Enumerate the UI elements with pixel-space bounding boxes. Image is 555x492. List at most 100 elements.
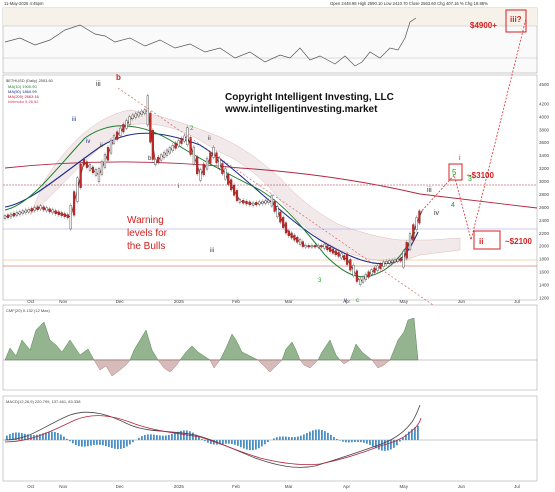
time-tick-label: Nov [59,484,68,489]
candle [97,168,101,182]
macd-histogram-bar [204,440,206,442]
candle [66,214,69,218]
macd-histogram-bar [123,440,125,448]
candle [57,211,60,216]
cmf-positive-area [4,317,419,361]
macd-histogram-bar [405,434,407,440]
price-tick-label: 3800 [539,127,550,132]
price-tick-label: 1800 [539,257,550,262]
target-box-3100 [448,163,463,181]
macd-histogram-bar [288,436,290,440]
macd-histogram-bar [297,436,299,440]
time-tick-label: May [399,484,408,489]
candle [415,217,418,230]
candle [284,222,288,234]
macd-histogram-bar [45,432,47,440]
macd-histogram-bar [291,437,293,440]
candle [382,261,385,267]
candle [255,202,258,206]
candle [317,245,320,248]
candle [205,158,209,170]
candle [119,127,122,136]
time-tick-label: Jul [514,484,520,489]
macd-histogram-bar [174,432,176,440]
candle [412,224,415,241]
header-quote: Open 2448.98 High 2590.10 Low 2410.70 Cl… [330,1,488,6]
price-tick-label: 2400 [539,218,550,223]
candle [323,243,326,249]
candle [367,271,370,278]
candle [304,245,307,248]
candle [72,191,76,216]
macd-histogram-bar [21,433,23,440]
macd-histogram-bar [18,432,20,440]
candle [30,208,33,212]
candle [85,161,89,168]
macd-histogram-bar [171,433,173,440]
macd-histogram-bar [384,440,386,451]
macd-histogram-bar [192,432,194,440]
candle [215,152,218,164]
wave-b-red: b [116,73,121,82]
macd-signal-line [4,415,422,466]
header-date: 11-May-2025 4:45pm [4,1,44,6]
macd-histogram-bar [231,440,233,445]
macd-histogram-bar [111,440,113,449]
time-tick-label: Oct [27,484,35,489]
macd-histogram-bar [273,438,275,440]
wave-v: v [344,298,347,304]
price-tick-label: 2200 [539,231,550,236]
macd-histogram-bar [318,429,320,440]
macd-histogram-bar [84,440,86,447]
price-tick-label: 4000 [539,114,550,119]
candle [352,264,355,277]
candle [251,202,255,206]
candle [15,212,19,216]
macd-histogram-bar [105,440,107,447]
macd-histogram-bar [399,440,401,442]
macd-histogram-bar [324,431,326,440]
macd-histogram-bar [246,440,248,450]
macd-histogram-bar [27,434,29,440]
candle [177,140,180,147]
candle [399,258,402,262]
wave-iii-low: iii [210,248,214,254]
macd-histogram-bar [9,433,11,440]
time-tick-label: Mar [285,484,293,489]
candle [21,210,24,214]
wave-box-5: 5 [452,168,457,177]
macd-histogram-bar [282,436,284,440]
candle [221,163,224,174]
target-box-4900 [505,9,527,33]
macd-histogram-bar [108,440,110,448]
macd-histogram-bar [42,433,44,440]
time-axis: Oct Nov Dec 2025 Feb Mar Apr May Jun Jul [27,299,520,304]
macd-histogram-bar [183,430,185,440]
macd-histogram-bar [402,437,404,440]
candle [230,179,233,191]
candle [310,245,314,248]
target-2100: ~$2100 [505,237,532,246]
macd-histogram-bar [222,440,224,445]
wave-small-iii: iii [427,187,432,194]
macd-histogram-bar [276,437,278,440]
macd-histogram-bar [252,440,254,451]
macd-histogram-bar [396,440,398,446]
price-tick-label: 1400 [539,283,550,288]
macd-histogram-bar [294,437,296,440]
candle [337,252,340,257]
candle [329,247,332,252]
candle [103,154,107,168]
macd-histogram-bar [240,440,242,448]
price-tick-label: 2600 [539,205,550,210]
candle [370,269,373,275]
candle [279,211,282,223]
rsi-line [4,17,417,67]
macd-histogram-bar [393,440,395,448]
macd-histogram-bar [78,440,80,447]
candle [183,135,186,142]
macd-histogram-bar [354,440,356,443]
price-tick-label: 2000 [539,244,550,249]
candle [301,241,304,247]
